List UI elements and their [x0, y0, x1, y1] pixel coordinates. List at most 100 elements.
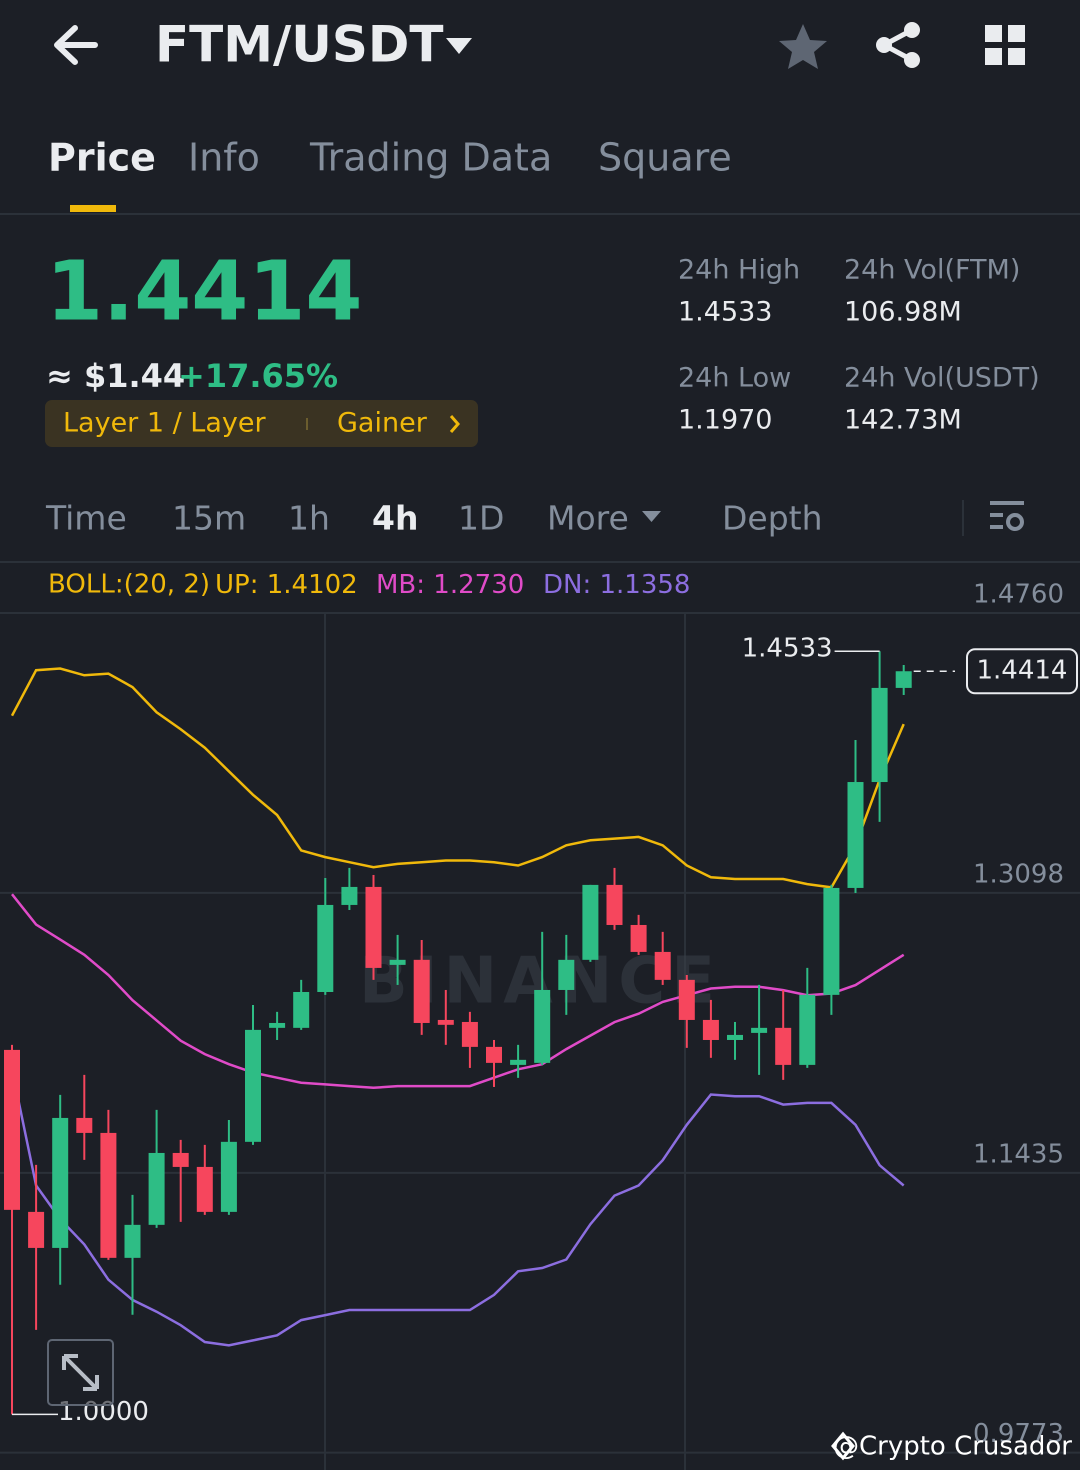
candle-body — [678, 979, 695, 1020]
candle-body — [365, 886, 382, 968]
credit: @Crypto Crusador — [833, 1432, 1072, 1462]
candle-body — [148, 1152, 165, 1225]
tab[interactable]: Info — [188, 136, 260, 180]
plot: 1.47601.30981.14350.97731.45331.00001.44… — [4, 579, 1078, 1449]
favorite-icon[interactable] — [779, 24, 827, 69]
y-tick-label: 1.4760 — [973, 579, 1064, 609]
candle-body — [196, 1166, 213, 1212]
tab-active[interactable]: Price — [48, 136, 156, 180]
legend-value: 1.2730 — [433, 570, 524, 600]
candle-body — [606, 884, 623, 925]
share-icon[interactable] — [876, 22, 920, 68]
candle-body — [775, 1027, 792, 1065]
last-price-label: 1.4414 — [977, 656, 1068, 686]
indicator-label: BOLL:(20, 2) — [48, 570, 210, 600]
candle-body — [4, 1049, 20, 1210]
layout-icon[interactable] — [985, 25, 1025, 65]
high-label: 1.4533 — [742, 634, 833, 664]
legend-name: MB: — [376, 570, 425, 600]
stat-label: 24h Vol(FTM) — [844, 255, 1020, 286]
more-dropdown — [642, 511, 661, 522]
candle-body — [823, 887, 840, 995]
candle-body — [654, 951, 671, 980]
y-tick-label: 0.9773 — [973, 1419, 1064, 1449]
stat-value: 142.73M — [844, 405, 962, 436]
fiat-price: ≈ $1.44 — [46, 357, 185, 395]
candle-body — [871, 687, 888, 783]
candle-body — [28, 1211, 45, 1248]
legend-entry: MB: 1.2730 — [376, 570, 524, 600]
candle-body — [751, 1027, 768, 1033]
candle-body — [799, 994, 816, 1065]
legend-name: UP: — [215, 570, 258, 600]
tab-indicator — [70, 205, 116, 212]
candle-body — [486, 1046, 502, 1063]
candle-body — [558, 959, 575, 990]
candle-body — [76, 1117, 93, 1133]
settings-gear — [1006, 513, 1024, 531]
layout-square — [1008, 25, 1025, 42]
legend-value: 1.4102 — [267, 570, 358, 600]
share-dot — [904, 22, 920, 38]
tag-chevron — [449, 415, 460, 433]
share-dot — [904, 52, 920, 68]
candle-body — [510, 1059, 527, 1065]
last-price: 1.4414 — [46, 244, 362, 339]
boll-line — [10, 667, 905, 889]
stat-label: 24h Vol(USDT) — [844, 363, 1040, 394]
candle-body — [52, 1117, 69, 1248]
candle-body — [124, 1224, 141, 1258]
layout-square — [985, 25, 1002, 42]
stat-label: 24h Low — [678, 363, 791, 394]
expand-icon — [62, 1354, 99, 1391]
interval[interactable]: Time — [45, 499, 127, 538]
tab[interactable]: Square — [598, 136, 732, 180]
candle-body — [269, 1022, 286, 1028]
tag[interactable]: Gainer — [337, 408, 428, 439]
grid — [0, 611, 1080, 1470]
price-change: +17.65% — [178, 357, 338, 395]
candle-body — [437, 1019, 454, 1025]
candle-body — [100, 1132, 117, 1258]
candle-body — [847, 782, 864, 888]
pair-dropdown[interactable] — [446, 38, 472, 54]
tag-bar[interactable] — [45, 400, 478, 447]
candle-body — [702, 1019, 719, 1040]
interval[interactable]: 1h — [288, 499, 330, 538]
tag[interactable]: Layer 1 / Layer — [63, 408, 266, 439]
legend-name: DN: — [543, 570, 591, 600]
stat-value: 1.1970 — [678, 405, 772, 436]
candle-body — [895, 671, 912, 688]
candle-body — [341, 886, 358, 905]
legend-value: 1.1358 — [600, 570, 691, 600]
interval[interactable]: 15m — [172, 499, 246, 538]
credit-icon — [831, 1431, 855, 1461]
candle-body — [245, 1029, 261, 1142]
candle-body — [389, 959, 406, 965]
boll-line — [10, 1069, 905, 1347]
expand-button[interactable] — [47, 1339, 114, 1406]
candle-body — [727, 1034, 743, 1040]
interval[interactable]: 1D — [458, 499, 504, 538]
candle-body — [582, 884, 599, 960]
interval[interactable]: Depth — [722, 499, 823, 538]
interval-active[interactable]: 4h — [372, 499, 418, 538]
chart-settings[interactable] — [990, 501, 1024, 531]
legend-entry: DN: 1.1358 — [543, 570, 690, 600]
candle-body — [220, 1141, 237, 1212]
stat-value: 1.4533 — [678, 297, 772, 328]
candle-body — [630, 924, 647, 952]
stat-label: 24h High — [678, 255, 800, 286]
boll-line — [11, 893, 905, 1090]
tab[interactable]: Trading Data — [309, 136, 552, 180]
legend-entry: UP: 1.4102 — [215, 570, 358, 600]
interval[interactable]: More — [547, 499, 629, 538]
candle-body — [461, 1021, 478, 1047]
pair-title[interactable]: FTM/USDT — [155, 16, 444, 74]
stat-value: 106.98M — [844, 297, 962, 328]
share-dot — [876, 37, 892, 53]
back-button[interactable] — [54, 25, 98, 65]
candle-body — [293, 991, 310, 1028]
